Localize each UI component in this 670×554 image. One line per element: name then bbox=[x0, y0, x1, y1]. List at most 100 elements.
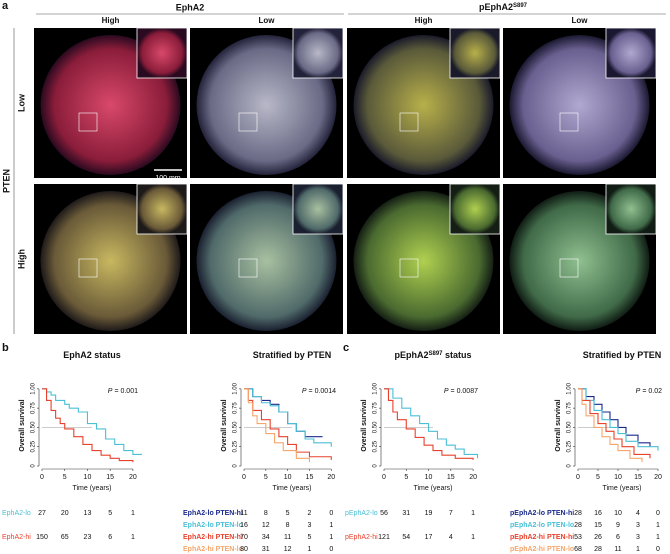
risk-count: 12 bbox=[284, 546, 292, 553]
row-axis-label: PTEN bbox=[1, 169, 11, 193]
p-value: P = 0.0087 bbox=[444, 388, 478, 395]
risk-label: EphA2-hi PTEN-lo bbox=[183, 546, 243, 553]
risk-count: 26 bbox=[594, 534, 602, 541]
risk-count: 28 bbox=[574, 510, 582, 517]
risk-count: 16 bbox=[240, 522, 248, 529]
group-title: pEphA2S897 bbox=[479, 2, 528, 12]
risk-count: 16 bbox=[594, 510, 602, 517]
x-axis-title: Time (years) bbox=[602, 485, 641, 492]
inset-zoom bbox=[449, 183, 501, 235]
p-label: P bbox=[302, 388, 307, 395]
risk-count: 80 bbox=[240, 546, 248, 553]
risk-count: 3 bbox=[636, 522, 640, 529]
x-tick-label: 10 bbox=[425, 474, 433, 481]
inset-zoom bbox=[136, 27, 188, 79]
risk-count: 17 bbox=[425, 534, 433, 541]
risk-label: pEphA2-hi PTEN-lo bbox=[510, 546, 574, 553]
risk-count: 31 bbox=[262, 546, 270, 553]
inset-region bbox=[78, 258, 98, 278]
y-axis-title: Overall survival bbox=[19, 399, 26, 451]
risk-count: 5 bbox=[108, 510, 112, 517]
x-tick-label: 5 bbox=[404, 474, 408, 481]
risk-count: 0 bbox=[656, 510, 660, 517]
survival-curve bbox=[578, 388, 651, 459]
risk-count: 27 bbox=[38, 510, 46, 517]
y-tick-label: 0.75 bbox=[233, 402, 239, 414]
p-label: P bbox=[636, 388, 641, 395]
inset-zoom bbox=[605, 27, 657, 79]
y-tick-label: 0.25 bbox=[31, 440, 37, 452]
survival-curve bbox=[578, 388, 643, 463]
risk-count: 20 bbox=[61, 510, 69, 517]
inset-region bbox=[559, 258, 579, 278]
inset-region bbox=[78, 112, 98, 132]
chart-title: pEphA2S897 status bbox=[394, 350, 471, 360]
inset-region bbox=[399, 112, 419, 132]
survival-curve bbox=[384, 388, 479, 459]
risk-count: 54 bbox=[402, 534, 410, 541]
group-title-sup: S897 bbox=[513, 3, 528, 9]
x-tick-label: 10 bbox=[614, 474, 622, 481]
x-axis-title: Time (years) bbox=[272, 485, 311, 492]
risk-label: pEphA2-lo bbox=[345, 510, 378, 517]
column-label: High bbox=[102, 16, 120, 25]
x-tick-label: 5 bbox=[63, 474, 67, 481]
x-tick-label: 5 bbox=[264, 474, 268, 481]
x-tick-label: 20 bbox=[129, 474, 137, 481]
survival-curve bbox=[578, 388, 659, 451]
y-tick-label: 1.00 bbox=[233, 382, 239, 394]
risk-count: 7 bbox=[449, 510, 453, 517]
risk-count: 68 bbox=[574, 546, 582, 553]
risk-count: 6 bbox=[108, 534, 112, 541]
x-tick-label: 0 bbox=[382, 474, 386, 481]
y-tick-label: 0.50 bbox=[31, 421, 37, 433]
y-tick-label: 0.75 bbox=[31, 402, 37, 414]
risk-count: 11 bbox=[614, 546, 621, 553]
risk-count: 70 bbox=[240, 534, 248, 541]
inset-region bbox=[238, 112, 258, 132]
risk-count: 19 bbox=[425, 510, 433, 517]
risk-count: 1 bbox=[656, 534, 660, 541]
row-label: Low bbox=[16, 93, 26, 112]
risk-label: EphA2-hi bbox=[2, 534, 31, 541]
survival-curve bbox=[244, 388, 332, 460]
x-tick-label: 15 bbox=[106, 474, 114, 481]
risk-count: 10 bbox=[614, 510, 622, 517]
y-axis-title: Overall survival bbox=[555, 399, 562, 451]
y-tick-label: 0 bbox=[31, 464, 37, 468]
p-label: P bbox=[444, 388, 449, 395]
risk-label: pEphA2-hi bbox=[345, 534, 378, 541]
x-tick-label: 0 bbox=[576, 474, 580, 481]
column-label: High bbox=[415, 16, 433, 25]
inset-zoom bbox=[292, 27, 344, 79]
panel-label: b bbox=[2, 342, 9, 354]
column-label: Low bbox=[572, 16, 589, 25]
y-tick-label: 0.25 bbox=[567, 440, 573, 452]
p-value: P = 0.001 bbox=[108, 388, 138, 395]
y-tick-label: 0.25 bbox=[373, 440, 379, 452]
p-number: = 0.0087 bbox=[451, 388, 479, 395]
y-tick-label: 0 bbox=[233, 464, 239, 468]
x-tick-label: 10 bbox=[84, 474, 92, 481]
p-value: P = 0.0014 bbox=[302, 388, 336, 395]
inset-region bbox=[238, 258, 258, 278]
risk-count: 13 bbox=[84, 510, 92, 517]
column-label: Low bbox=[259, 16, 276, 25]
image-grid: High Low High Low Low High 100 mm bbox=[16, 16, 657, 334]
group-title-text: pEphA2 bbox=[479, 2, 513, 12]
inset-region bbox=[399, 258, 419, 278]
row-label: High bbox=[16, 249, 26, 269]
risk-count: 1 bbox=[308, 546, 312, 553]
y-tick-label: 0 bbox=[373, 464, 379, 468]
x-tick-label: 0 bbox=[40, 474, 44, 481]
inset-zoom bbox=[136, 183, 188, 235]
survival-curve bbox=[42, 388, 134, 463]
chart-title: EphA2 status bbox=[63, 350, 121, 360]
risk-count: 1 bbox=[329, 522, 333, 529]
p-value: P = 0.02 bbox=[636, 388, 662, 395]
x-tick-label: 5 bbox=[596, 474, 600, 481]
risk-count: 1 bbox=[471, 510, 475, 517]
risk-count: 1 bbox=[131, 510, 135, 517]
p-number: = 0.0014 bbox=[309, 388, 337, 395]
x-tick-label: 15 bbox=[634, 474, 642, 481]
